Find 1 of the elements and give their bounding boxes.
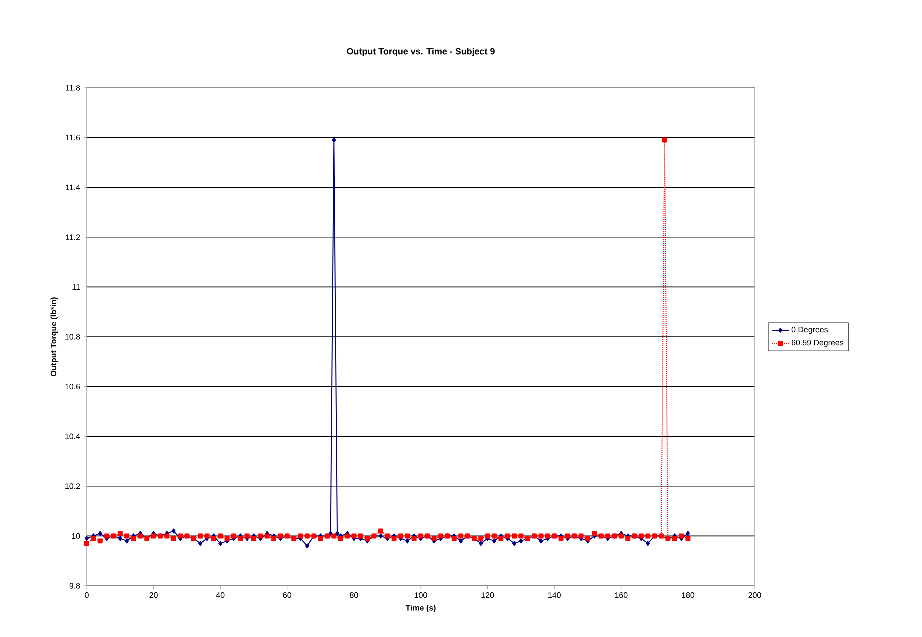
chart-title: Output Torque vs. Time - Subject 9: [347, 48, 495, 56]
